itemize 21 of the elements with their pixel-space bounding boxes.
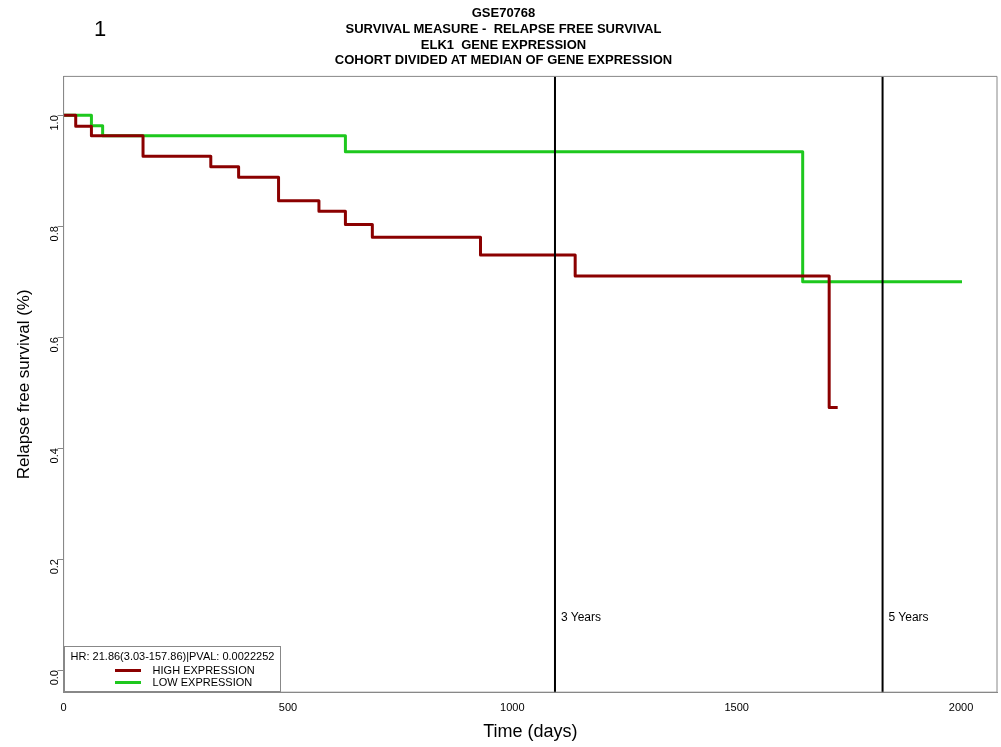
y-axis-title: Relapse free survival (%)	[13, 289, 33, 480]
y-tick-label: 0.8	[47, 226, 60, 242]
x-tick-label: 500	[278, 700, 298, 713]
x-axis-title: Time (days)	[483, 721, 578, 742]
y-tick-label: 0.0	[47, 670, 60, 686]
legend-title: HR: 21.86(3.03-157.86)|PVAL: 0.0022252	[70, 650, 275, 663]
text: 1	[94, 16, 107, 42]
x-tick-label: 1000	[500, 700, 525, 713]
x-tick-label: 0	[60, 700, 67, 713]
x-tick-label: 2000	[948, 700, 974, 713]
y-tick-label: 0.6	[47, 337, 60, 353]
legend-label: HIGH EXPRESSION	[152, 664, 255, 677]
x-tick-label: 1500	[724, 700, 749, 713]
y-tick-label: 1.0	[47, 115, 60, 131]
chart-title: GSE70768	[471, 5, 536, 21]
y-tick-label: 0.4	[47, 448, 60, 464]
ref-line-label: 3 Years	[560, 609, 602, 624]
legend-label: LOW EXPRESSION	[152, 676, 253, 689]
ref-line-label: 5 Years	[888, 609, 929, 624]
chart-subtitle: SURVIVAL MEASURE - RELAPSE FREE SURVIVAL ELK1 GENE EXPRESSION COHORT DIVIDED AT MEDIAN OF GENE EXPRESSION	[334, 20, 673, 68]
y-tick-label: 0.2	[47, 559, 60, 575]
